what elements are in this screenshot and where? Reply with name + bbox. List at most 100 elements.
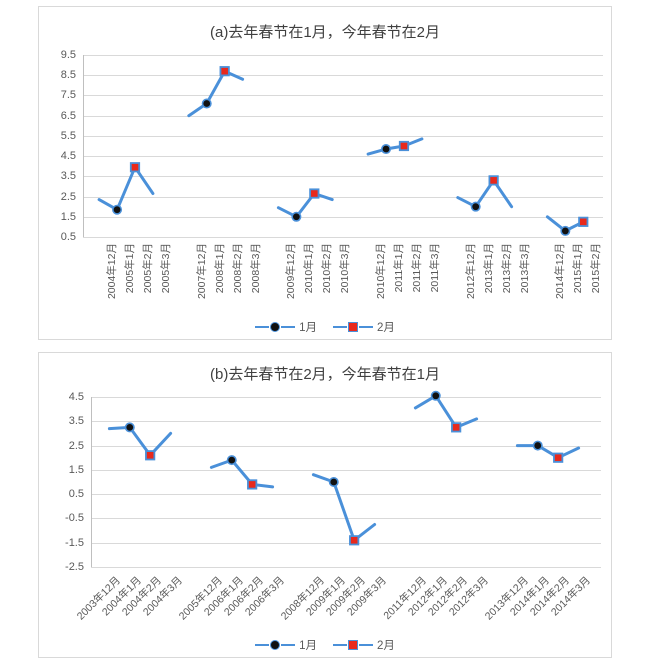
legend-line-icon (255, 643, 270, 647)
gridline (83, 95, 603, 97)
x-axis-tick-label: 2008年3月 (249, 243, 262, 294)
series-segment (515, 444, 581, 460)
y-axis-tick-label: 6.5 (60, 109, 76, 122)
legend-item-jan[interactable]: 1月 (255, 637, 317, 653)
gridline (91, 542, 601, 544)
x-axis-tick-label: 2004年12月 (106, 243, 119, 300)
x-axis-tick-label: 2008年1月 (213, 243, 226, 294)
legend-label-feb: 2月 (377, 640, 395, 652)
gridline (91, 445, 601, 447)
x-axis-tick-label: 2005年1月 (124, 243, 137, 294)
feb-data-point-marker[interactable] (247, 479, 258, 490)
series-segment (366, 137, 424, 156)
gridline (83, 216, 603, 218)
jan-data-point-marker[interactable] (328, 477, 339, 488)
legend-line-icon (359, 643, 373, 647)
x-axis-tick-label: 2010年2月 (321, 243, 334, 294)
feb-data-point-marker[interactable] (309, 188, 320, 199)
chart-a-legend: 1月 2月 (39, 319, 611, 335)
feb-data-point-marker[interactable] (219, 66, 230, 77)
y-axis-tick-label: 1.5 (60, 210, 76, 223)
feb-data-point-marker[interactable] (129, 162, 141, 173)
feb-data-point-marker[interactable] (488, 175, 499, 186)
gridline (83, 237, 603, 238)
y-axis-tick-label: 0.5 (60, 231, 76, 243)
chart-b-legend: 1月 2月 (39, 637, 611, 653)
y-axis-tick-label: 0.5 (68, 488, 84, 501)
gridline (83, 115, 603, 117)
feb-data-point-marker[interactable] (451, 422, 462, 433)
x-axis-tick-label: 2013年3月 (518, 243, 531, 294)
jan-data-point-marker[interactable] (532, 440, 543, 451)
y-axis-tick-label: -1.5 (65, 536, 84, 549)
x-axis-tick-label: 2011年3月 (428, 243, 441, 293)
circle-marker-icon (270, 322, 281, 332)
gridline (83, 196, 603, 198)
x-axis-tick-label: 2014年12月 (554, 243, 567, 300)
x-axis-tick-label: 2005年2月 (142, 243, 154, 294)
jan-data-point-marker[interactable] (226, 455, 237, 466)
chart-a-series-lines (97, 66, 589, 236)
x-axis-tick-label: 2010年3月 (339, 243, 352, 294)
legend-line-icon (281, 643, 296, 647)
y-axis-tick-label: 8.5 (60, 69, 76, 82)
gridline (83, 75, 603, 77)
chart-b-title: (b)去年春节在2月，今年春节在1月 (209, 366, 441, 383)
jan-data-point-marker[interactable] (430, 390, 441, 401)
square-marker-icon (348, 322, 358, 332)
legend-line-icon (281, 325, 296, 329)
gridline (91, 494, 601, 496)
jan-data-point-marker[interactable] (291, 211, 302, 222)
y-axis-tick-label: 2.5 (68, 439, 84, 452)
feb-data-point-marker[interactable] (578, 216, 589, 227)
y-axis-tick-label: 4.5 (68, 391, 84, 403)
feb-data-point-marker[interactable] (553, 452, 564, 463)
series-segment (456, 178, 514, 209)
jan-data-point-marker[interactable] (112, 204, 123, 215)
legend-label-feb: 2月 (377, 322, 395, 334)
jan-data-point-marker[interactable] (560, 225, 571, 236)
series-segment (209, 458, 275, 489)
feb-data-point-marker[interactable] (349, 535, 360, 546)
x-axis-tick-label: 2013年2月 (500, 243, 513, 294)
y-axis-tick-label: 3.5 (60, 170, 76, 183)
y-axis-line (83, 55, 84, 237)
legend-label-jan: 1月 (299, 322, 317, 334)
chart-a-plot-area: 0.5 1.5 2.5 3.5 4.5 5.5 6.5 7.5 8.5 9.5 (61, 49, 603, 243)
feb-data-point-marker[interactable] (145, 450, 156, 461)
jan-data-point-marker[interactable] (470, 201, 481, 212)
series-segment (107, 425, 173, 457)
x-axis-tick-label: 2015年1月 (572, 243, 585, 294)
x-axis-tick-label: 2011年2月 (410, 243, 423, 293)
x-axis-tick-label: 2007年12月 (195, 243, 208, 300)
gridline (91, 469, 601, 471)
x-axis-tick-label: 2013年1月 (482, 243, 495, 294)
jan-data-point-marker[interactable] (201, 98, 212, 109)
chart-b-container: (b)去年春节在2月，今年春节在1月 -2.5 -1.5 -0.5 0.5 1.5 2.5… (38, 352, 612, 658)
y-axis-tick-label: 4.5 (60, 150, 76, 163)
gridline (83, 55, 603, 56)
feb-data-point-marker[interactable] (398, 140, 410, 152)
circle-marker-icon (270, 640, 281, 650)
chart-a-container: (a)去年春节在1月，今年春节在2月 0.5 1.5 2.5 3.5 4.5 5.5 6.5… (38, 6, 612, 340)
gridline (91, 397, 601, 398)
x-axis-tick-label: 2015年2月 (590, 243, 603, 294)
gridline (91, 421, 601, 423)
chart-a-title: (a)去年春节在1月，今年春节在2月 (209, 24, 441, 41)
series-segment (97, 165, 155, 212)
legend-item-jan[interactable]: 1月 (255, 319, 317, 335)
jan-data-point-marker[interactable] (381, 144, 392, 155)
jan-data-point-marker[interactable] (124, 422, 135, 433)
series-segment (311, 473, 377, 542)
series-segment (187, 69, 245, 118)
square-marker-icon (348, 640, 358, 650)
series-segment (276, 192, 334, 219)
legend-item-feb[interactable]: 2月 (333, 637, 395, 653)
gridline (83, 176, 603, 178)
legend-item-feb[interactable]: 2月 (333, 319, 395, 335)
legend-line-icon (255, 325, 270, 329)
y-axis-tick-label: 3.5 (68, 415, 84, 428)
y-axis-tick-label: -2.5 (65, 561, 84, 573)
y-axis-line (91, 397, 92, 567)
